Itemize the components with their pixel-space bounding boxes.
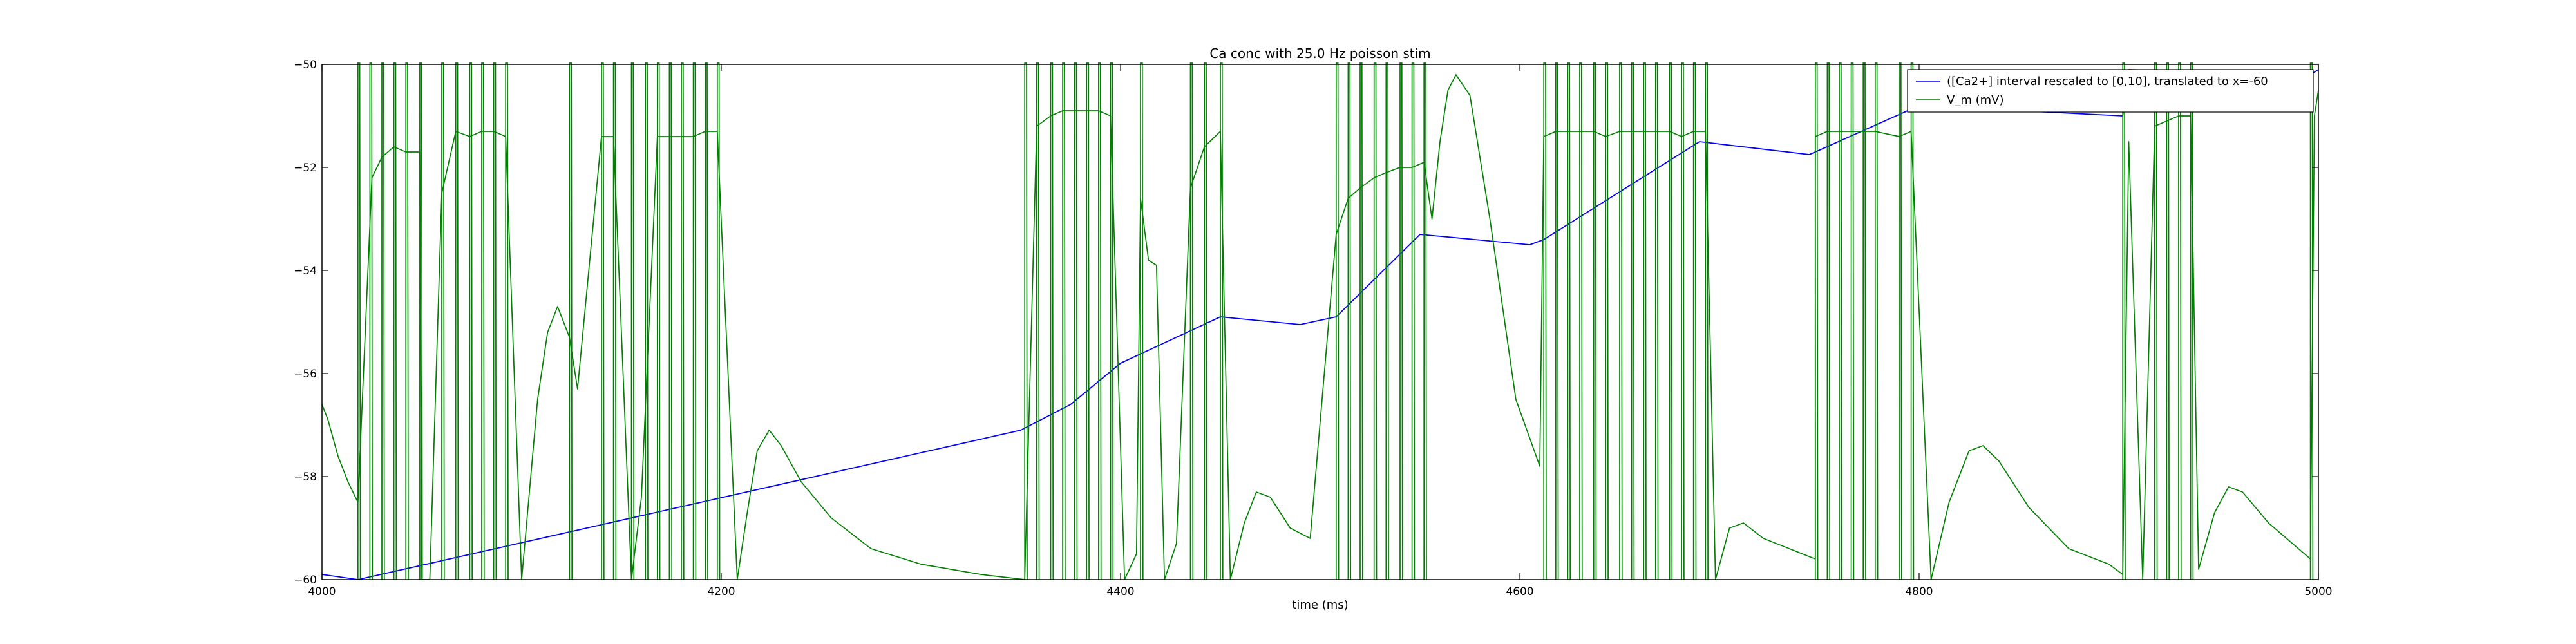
vm-spike-3 — [393, 62, 397, 580]
vm-spike-48 — [1605, 62, 1609, 580]
vm-spike-54 — [1681, 62, 1685, 580]
vm-spike-39 — [1385, 62, 1389, 580]
y-tick-label-0: −60 — [294, 574, 317, 587]
vm-spike-61 — [1862, 62, 1866, 580]
y-tick-label-4: −52 — [294, 162, 317, 175]
vm-spike-10 — [493, 62, 497, 580]
vm-spike-11 — [505, 62, 509, 580]
series-line-vm — [321, 74, 2319, 580]
vm-spike-1 — [369, 62, 374, 580]
y-tick-label-1: −58 — [294, 471, 317, 484]
vm-spike-0 — [357, 62, 361, 580]
vm-spike-9 — [481, 62, 485, 580]
vm-spike-26 — [1062, 62, 1066, 580]
vm-spike-51 — [1643, 62, 1647, 580]
vm-spike-69 — [2190, 62, 2194, 580]
vm-spike-37 — [1359, 62, 1363, 580]
vm-spike-55 — [1692, 62, 1697, 580]
chart-title: Ca conc with 25.0 Hz poisson stim — [1209, 46, 1430, 61]
vm-spike-19 — [681, 62, 685, 580]
vm-spike-46 — [1579, 62, 1583, 580]
x-tick-label-4200: 4200 — [707, 585, 735, 598]
vm-spike-59 — [1839, 62, 1842, 580]
plot-frame — [321, 64, 2319, 580]
vm-spike-22 — [716, 62, 721, 580]
y-tick-label-3: −54 — [294, 265, 317, 278]
vm-spike-63 — [1899, 62, 1902, 580]
vm-spike-2 — [381, 62, 385, 580]
vm-spike-13 — [601, 62, 605, 580]
y-tick-label-2: −56 — [294, 368, 317, 381]
vm-spike-15 — [630, 62, 635, 580]
vm-spike-65 — [2122, 62, 2126, 580]
vm-spike-30 — [1110, 62, 1114, 580]
x-axis-label: time (ms) — [1292, 598, 1348, 612]
vm-spike-18 — [668, 62, 673, 580]
vm-spike-52 — [1654, 62, 1659, 580]
vm-spike-17 — [656, 62, 661, 580]
vm-spike-49 — [1619, 62, 1623, 580]
x-tick-label-5000: 5000 — [2304, 585, 2332, 598]
vm-spike-34 — [1220, 62, 1224, 580]
vm-spike-68 — [2178, 62, 2182, 580]
vm-spike-28 — [1086, 62, 1090, 580]
vm-spike-42 — [1423, 62, 1427, 580]
vm-spike-36 — [1347, 62, 1352, 580]
legend: ([Ca2+] interval rescaled to [0,10], tra… — [1907, 69, 2314, 113]
vm-spike-24 — [1036, 62, 1040, 580]
vm-spike-60 — [1850, 62, 1855, 580]
vm-spike-62 — [1874, 62, 1879, 580]
vm-spike-56 — [1705, 62, 1709, 580]
vm-spike-27 — [1074, 62, 1078, 580]
vm-spike-67 — [2166, 62, 2170, 580]
vm-spike-64 — [1910, 62, 1915, 580]
vm-spike-16 — [645, 62, 649, 580]
plot-area — [322, 64, 2318, 580]
vm-spike-25 — [1050, 62, 1054, 580]
vm-spike-57 — [1814, 62, 1819, 580]
vm-spike-40 — [1399, 62, 1403, 580]
vm-spike-29 — [1098, 62, 1102, 580]
vm-spike-66 — [2154, 62, 2158, 580]
vm-spike-58 — [1826, 62, 1831, 580]
vm-spike-20 — [692, 62, 697, 580]
x-tick-label-4400: 4400 — [1106, 585, 1134, 598]
vm-spike-6 — [441, 62, 445, 580]
vm-spike-53 — [1669, 62, 1673, 580]
vm-spike-38 — [1373, 62, 1378, 580]
vm-spike-5 — [419, 62, 423, 580]
vm-spike-23 — [1024, 62, 1028, 580]
x-tick-label-4000: 4000 — [308, 585, 336, 598]
series-layer — [321, 62, 2319, 580]
vm-spike-35 — [1335, 62, 1340, 580]
vm-spike-31 — [1140, 62, 1144, 580]
vm-spike-32 — [1189, 62, 1194, 580]
vm-spike-33 — [1204, 62, 1208, 580]
vm-spike-8 — [469, 62, 473, 580]
y-tick-label-5: −50 — [294, 59, 317, 71]
vm-spike-7 — [455, 62, 459, 580]
x-tick-label-4800: 4800 — [1905, 585, 1933, 598]
vm-spike-50 — [1631, 62, 1635, 580]
vm-spike-14 — [612, 62, 617, 580]
vm-spike-4 — [405, 62, 409, 580]
vm-spike-43 — [1543, 62, 1547, 580]
vm-spike-44 — [1555, 62, 1559, 580]
vm-spike-12 — [569, 62, 573, 580]
vm-spike-21 — [705, 62, 708, 580]
vm-spike-45 — [1567, 62, 1571, 580]
vm-spike-70 — [2309, 62, 2314, 580]
tick-layer: 4000 4200 4400 4600 4800 5000 −60 −58 −56 −54 −52 −… — [294, 59, 2333, 598]
vm-spike-41 — [1411, 62, 1416, 580]
legend-label-ca: ([Ca2+] interval rescaled to [0,10], tra… — [1947, 75, 2268, 88]
legend-box — [1907, 69, 2314, 113]
x-tick-label-4600: 4600 — [1506, 585, 1533, 598]
vm-spike-47 — [1593, 62, 1597, 580]
legend-label-vm: V_m (mV) — [1947, 93, 2003, 107]
